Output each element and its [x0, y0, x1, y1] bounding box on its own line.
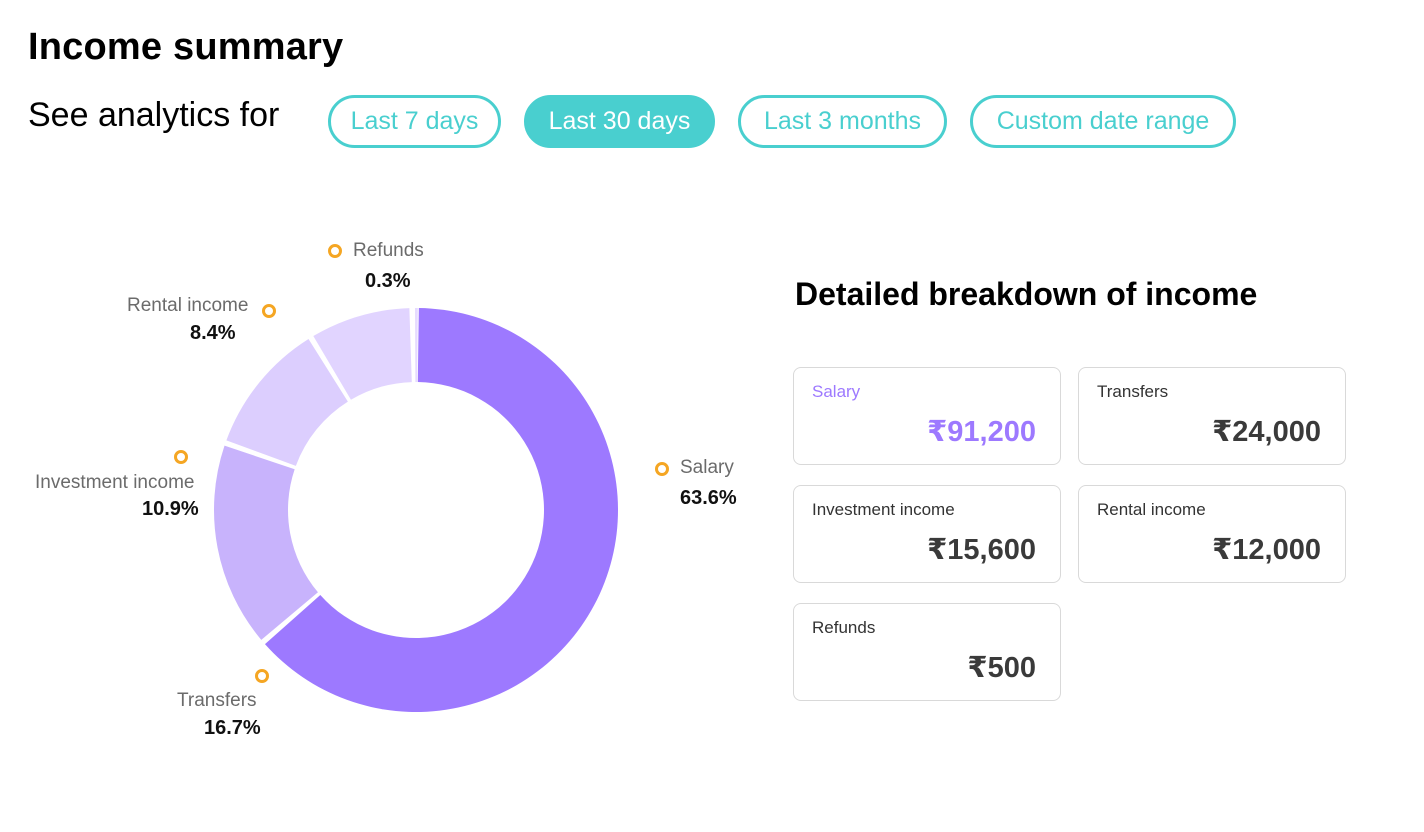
- card-rental-income: Rental income ₹12,000: [1078, 485, 1346, 583]
- rental-income-marker-icon: [262, 304, 276, 318]
- slice-value-transfers: 16.7%: [204, 717, 261, 739]
- card-transfers: Transfers ₹24,000: [1078, 367, 1346, 465]
- card-value: ₹91,200: [927, 416, 1036, 448]
- card-value: ₹12,000: [1212, 534, 1321, 566]
- card-value: ₹500: [967, 652, 1036, 684]
- page-title: Income summary: [28, 26, 344, 68]
- card-label: Refunds: [812, 618, 876, 637]
- income-donut-chart: Refunds 0.3% Rental income 8.4% Investme…: [0, 200, 780, 800]
- slice-label-salary: Salary: [680, 457, 734, 478]
- slice-value-rental-income: 8.4%: [190, 322, 236, 344]
- card-salary: Salary ₹91,200: [793, 367, 1061, 465]
- refunds-marker-icon: [328, 244, 342, 258]
- slice-label-investment-income: Investment income: [35, 472, 195, 493]
- card-label: Salary: [812, 382, 861, 401]
- filter-last-3-months[interactable]: Last 3 months: [738, 95, 947, 148]
- card-value: ₹15,600: [927, 534, 1036, 566]
- card-label: Rental income: [1097, 500, 1206, 519]
- donut-slice-investment-income: [226, 338, 348, 466]
- salary-marker-icon: [655, 462, 669, 476]
- filter-last-7-days[interactable]: Last 7 days: [328, 95, 501, 148]
- slice-value-investment-income: 10.9%: [142, 498, 199, 520]
- transfers-marker-icon: [255, 669, 269, 683]
- breakdown-title: Detailed breakdown of income: [795, 276, 1258, 312]
- slice-value-refunds: 0.3%: [365, 270, 411, 292]
- card-label: Investment income: [812, 500, 955, 519]
- slice-label-transfers: Transfers: [177, 690, 257, 711]
- analytics-label: See analytics for: [28, 96, 280, 134]
- filter-last-30-days[interactable]: Last 30 days: [524, 95, 715, 148]
- card-refunds: Refunds ₹500: [793, 603, 1061, 701]
- slice-value-salary: 63.6%: [680, 487, 737, 509]
- donut-slice-rental-income: [313, 308, 412, 400]
- slice-label-rental-income: Rental income: [127, 295, 249, 316]
- donut-slice-salary: [264, 308, 618, 712]
- donut-svg: [213, 308, 618, 712]
- card-label: Transfers: [1097, 382, 1169, 401]
- donut-slice-transfers: [213, 445, 318, 640]
- card-value: ₹24,000: [1212, 416, 1321, 448]
- investment-income-marker-icon: [174, 450, 188, 464]
- card-investment-income: Investment income ₹15,600: [793, 485, 1061, 583]
- donut-slice-refunds: [415, 308, 418, 383]
- slice-label-refunds: Refunds: [353, 240, 424, 261]
- filter-custom-date-range[interactable]: Custom date range: [970, 95, 1236, 148]
